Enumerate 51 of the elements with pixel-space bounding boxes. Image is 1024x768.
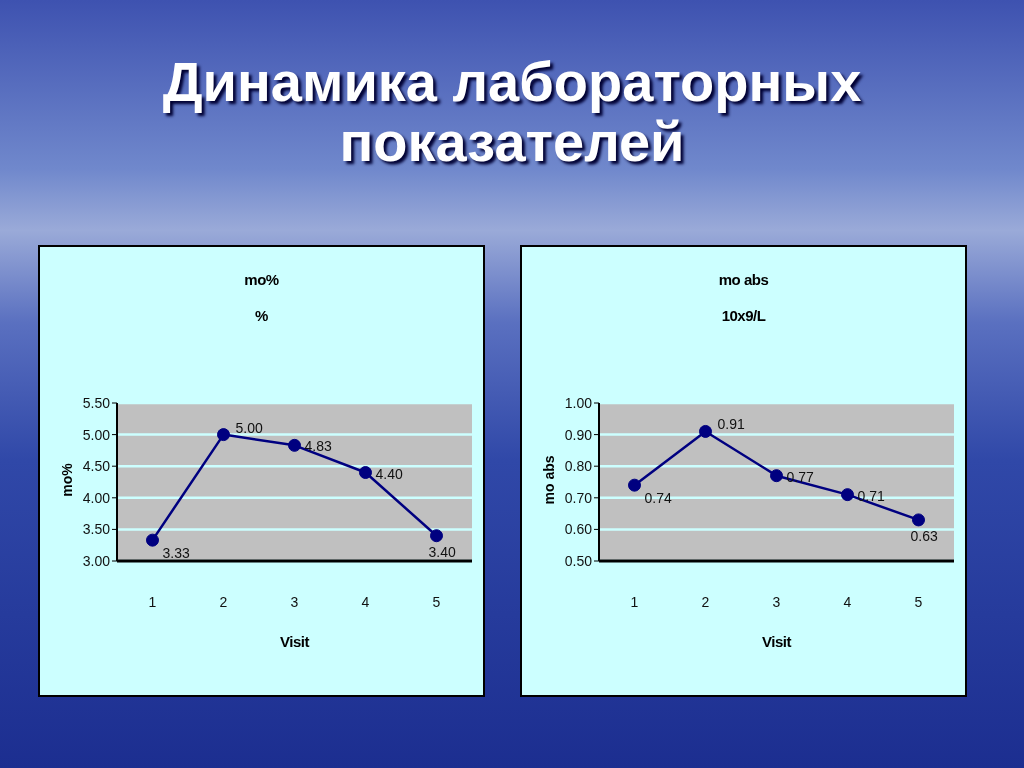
y-tick-label: 4.00 [82,489,111,506]
point [359,466,372,480]
point [430,529,443,543]
data-label: 3.40 [428,543,456,560]
y-tick-label: 0.90 [564,426,593,443]
point [770,469,783,483]
x-tick-label: 2 [219,593,228,610]
data-label: 0.74 [644,490,672,507]
y-tick-label: 1.00 [564,394,593,411]
data-label: 4.40 [375,465,403,482]
point [146,533,159,547]
y-axis-title: mo abs [541,455,557,505]
point [699,424,712,438]
y-tick-label: 0.70 [564,489,593,506]
chart-subtitle: % [254,307,269,324]
x-axis-title: Visit [279,633,311,650]
x-tick-label: 1 [148,593,157,610]
data-label: 0.77 [786,468,814,485]
data-label: 0.63 [910,527,938,544]
data-label: 5.00 [235,419,263,436]
point [841,488,854,502]
x-tick-label: 1 [630,593,639,610]
data-label: 3.33 [162,545,190,562]
data-label: 4.83 [304,438,332,455]
x-tick-label: 2 [701,593,710,610]
y-tick-label: 0.80 [564,458,593,475]
y-tick-label: 3.50 [82,521,111,538]
text: Динамика лабораторных показателей [161,50,863,173]
point [912,513,925,527]
x-axis-title: Visit [761,633,793,650]
y-tick-label: 5.50 [82,394,111,411]
chart-subtitle: 10x9/L [720,307,767,324]
x-tick-label: 3 [290,593,299,610]
x-tick-label: 5 [914,593,923,610]
data-label: 0.91 [717,416,745,433]
y-tick-label: 0.50 [564,552,593,569]
x-tick-label: 4 [843,593,852,610]
x-tick-label: 3 [772,593,781,610]
x-tick-label: 5 [432,593,441,610]
chart-title: mo abs [717,271,770,288]
point [217,428,230,442]
data-label: 0.71 [857,487,885,504]
y-tick-label: 0.60 [564,521,593,538]
y-tick-label: 5.00 [82,426,111,443]
chart-title: mo% [243,271,280,288]
y-tick-label: 4.50 [82,458,111,475]
y-tick-label: 3.00 [82,552,111,569]
point [628,478,641,492]
y-axis-title: mo% [59,463,75,497]
x-tick-label: 4 [361,593,370,610]
point [288,438,301,452]
